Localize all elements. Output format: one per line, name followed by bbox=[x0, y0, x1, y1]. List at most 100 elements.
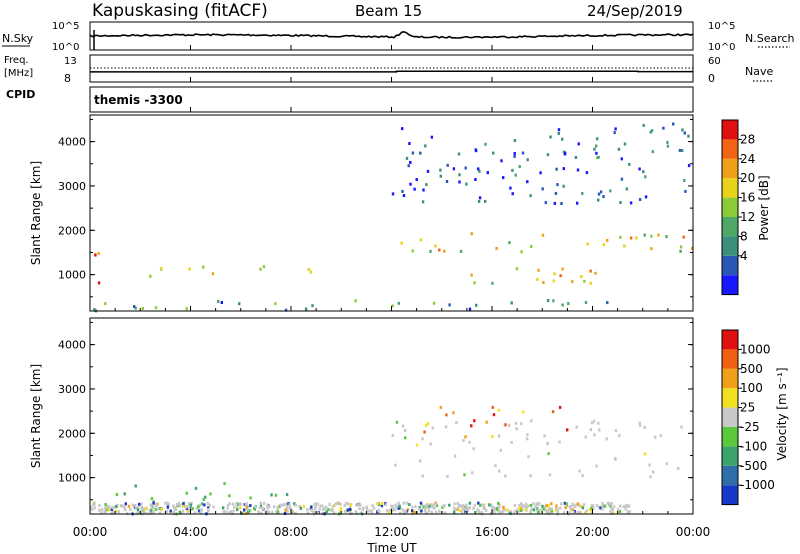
velocity-cell bbox=[465, 503, 468, 507]
power-cell bbox=[638, 198, 642, 201]
velocity-cell bbox=[497, 434, 501, 438]
power-cell bbox=[559, 274, 562, 278]
power-cell bbox=[513, 154, 516, 158]
velocity-cell bbox=[245, 505, 248, 509]
velocity-cell bbox=[550, 507, 553, 511]
velocity-cell bbox=[492, 413, 496, 417]
velocity-cell bbox=[232, 509, 235, 513]
power-cell bbox=[307, 268, 310, 271]
colorbar-swatch bbox=[722, 275, 738, 295]
power-cell bbox=[430, 135, 434, 139]
power-cell bbox=[149, 274, 152, 278]
velocity-cell bbox=[402, 501, 405, 505]
velocity-cell bbox=[178, 504, 182, 508]
velocity-cell bbox=[127, 504, 131, 508]
velocity-cell bbox=[285, 493, 289, 497]
power-cell bbox=[159, 267, 163, 271]
velocity-cell bbox=[190, 501, 193, 505]
power-cell bbox=[401, 189, 404, 193]
velocity-cell bbox=[577, 511, 581, 515]
power-cell bbox=[560, 202, 563, 205]
power-cell bbox=[552, 299, 555, 303]
velocity-cell bbox=[231, 502, 235, 506]
colorbar-tick-label: -500 bbox=[740, 459, 767, 473]
velocity-cell bbox=[356, 503, 359, 507]
power-cell bbox=[623, 244, 626, 248]
velocity-cell bbox=[515, 508, 518, 512]
power-cell bbox=[262, 265, 266, 269]
velocity-cell bbox=[359, 511, 362, 515]
velocity-cell bbox=[547, 452, 550, 456]
velocity-cell bbox=[359, 503, 362, 507]
power-cell bbox=[405, 156, 409, 160]
velocity-cell bbox=[328, 502, 331, 506]
velocity-cell bbox=[524, 502, 528, 506]
power-cell bbox=[509, 186, 512, 190]
velocity-cell bbox=[275, 510, 278, 514]
velocity-cell bbox=[279, 503, 282, 507]
velocity-cell bbox=[566, 428, 569, 432]
power-cell bbox=[593, 147, 596, 151]
power-cell bbox=[500, 159, 503, 163]
velocity-cell bbox=[339, 509, 342, 513]
velocity-cell bbox=[267, 510, 270, 514]
velocity-cell bbox=[136, 508, 140, 512]
power-cell bbox=[238, 302, 241, 306]
velocity-cell bbox=[236, 502, 240, 506]
velocity-cell bbox=[290, 509, 293, 513]
power-cell bbox=[619, 235, 622, 239]
freq-label-2: [MHz] bbox=[4, 68, 33, 79]
power-cell bbox=[557, 128, 561, 132]
power-cell bbox=[642, 123, 645, 127]
velocity-cell bbox=[226, 506, 229, 510]
power-cell bbox=[511, 192, 514, 196]
velocity-cell bbox=[117, 510, 121, 513]
velocity-cell bbox=[522, 504, 525, 508]
velocity-cell bbox=[598, 505, 601, 509]
velocity-cell bbox=[421, 437, 424, 441]
velocity-cell bbox=[677, 467, 680, 470]
colorbar-tick-label: 16 bbox=[740, 191, 755, 205]
velocity-cell bbox=[349, 503, 353, 507]
velocity-cell bbox=[592, 506, 595, 510]
velocity-cell bbox=[418, 507, 421, 511]
power-cell bbox=[614, 127, 617, 131]
velocity-cell bbox=[208, 503, 211, 507]
power-ylabel: Slant Range [km] bbox=[29, 161, 43, 265]
velocity-cell bbox=[419, 459, 422, 463]
velocity-cell bbox=[405, 501, 408, 505]
power-cell bbox=[628, 162, 631, 166]
velocity-cell bbox=[298, 505, 301, 508]
power-cell bbox=[421, 200, 425, 204]
velocity-cell bbox=[665, 462, 668, 466]
velocity-cell bbox=[543, 434, 546, 438]
velocity-cell bbox=[394, 503, 397, 507]
power-cell bbox=[589, 281, 592, 285]
velocity-cell bbox=[581, 474, 584, 478]
power-cell bbox=[473, 281, 476, 285]
velocity-cell bbox=[598, 428, 601, 432]
power-cell bbox=[425, 183, 428, 187]
velocity-yticks: 4000 3000 2000 1000 bbox=[58, 321, 693, 501]
velocity-cell bbox=[411, 509, 414, 513]
power-cell bbox=[470, 232, 473, 236]
velocity-ylabel: Slant Range [km] bbox=[29, 364, 43, 468]
velocity-cell bbox=[150, 497, 154, 500]
velocity-cell bbox=[504, 474, 507, 478]
velocity-cell bbox=[525, 437, 529, 441]
power-cell bbox=[401, 127, 404, 131]
power-cell bbox=[625, 187, 628, 191]
velocity-cell bbox=[568, 510, 571, 514]
velocity-cell bbox=[547, 504, 551, 508]
velocity-cell bbox=[226, 503, 230, 507]
power-panel: 4000 3000 2000 1000 Slant Range [km] 28 24 20… bbox=[29, 114, 771, 313]
y-tick-label: 3000 bbox=[58, 180, 86, 193]
velocity-cell bbox=[419, 501, 423, 505]
velocity-cell bbox=[285, 505, 289, 509]
power-cell bbox=[546, 153, 550, 157]
power-cell bbox=[458, 180, 461, 184]
power-cell bbox=[606, 238, 609, 242]
power-cell bbox=[683, 179, 686, 182]
velocity-cell bbox=[601, 503, 604, 507]
power-cell bbox=[477, 167, 480, 171]
